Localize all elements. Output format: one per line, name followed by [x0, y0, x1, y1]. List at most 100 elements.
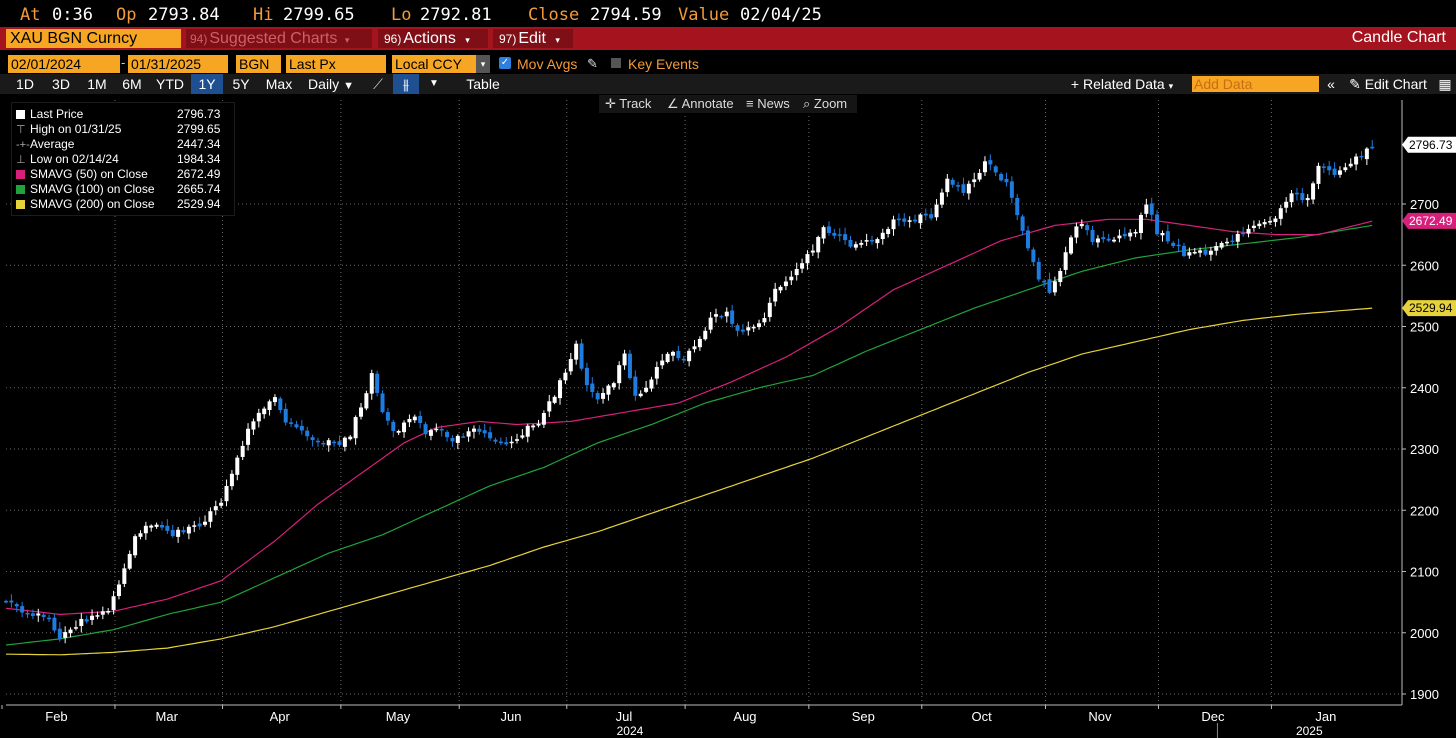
candle-body — [1208, 250, 1213, 255]
price-axis: 1900 2000 2100 2200 2300 2400 2500 2600 2700 — [1401, 100, 1439, 705]
grid-icon[interactable]: ▦ — [1438, 76, 1452, 92]
periodicity-selector[interactable]: Daily ▼ — [301, 74, 361, 94]
candle-body — [1337, 170, 1342, 175]
edit-button[interactable]: 97) Edit ▾ — [493, 29, 573, 48]
currency-selector[interactable]: Local CCY ▾ — [392, 55, 490, 73]
candle-body — [536, 423, 541, 426]
legend-sma50: SMAVG (50) on Close — [16, 167, 148, 182]
range-ytd[interactable]: YTD — [156, 76, 184, 92]
x-year-label: 2024 — [617, 724, 644, 738]
sma200-line — [6, 307, 1373, 656]
x-month-label: Nov — [1088, 709, 1112, 724]
price-chart[interactable]: 1900 2000 2100 2200 2300 2400 2500 2600 2700 Feb… — [0, 94, 1456, 738]
field-selector[interactable]: Last Px — [286, 55, 386, 73]
candle-body — [1004, 178, 1009, 183]
legend-label: Last Price — [30, 107, 84, 121]
candle-body — [627, 353, 632, 379]
pencil-icon[interactable]: ✎ — [587, 56, 598, 71]
range-1y[interactable]: 1Y — [191, 74, 223, 94]
edit-chart-button[interactable]: ✎ Edit Chart — [1344, 74, 1432, 94]
candle-body — [1122, 233, 1127, 237]
candle-body — [757, 323, 762, 328]
candle-body — [864, 240, 869, 242]
candle-body — [654, 367, 659, 379]
candle-body — [509, 441, 514, 444]
y-tick-label: 2600 — [1410, 258, 1439, 273]
end-date-field[interactable]: 01/31/2025 — [128, 55, 228, 73]
range-3d[interactable]: 3D — [52, 76, 70, 92]
candle-body — [224, 485, 229, 502]
suggested-charts-button[interactable]: 94) Suggested Charts ▾ — [186, 29, 372, 48]
mov-avgs-checkbox[interactable]: ✓ — [499, 57, 511, 69]
candle-body — [1305, 198, 1310, 201]
candle-body — [918, 214, 923, 224]
candle-body — [574, 343, 579, 360]
candle-body — [514, 439, 519, 441]
actions-button[interactable]: 96) Actions ▾ — [378, 29, 488, 48]
sma100-line — [5, 224, 1373, 646]
range-5y[interactable]: 5Y — [232, 76, 250, 92]
chart-style-dropdown-icon[interactable]: ▼ — [429, 78, 439, 89]
chart-type-title: Candle Chart — [1351, 29, 1446, 46]
candle-body — [547, 401, 552, 412]
ticker-field[interactable]: XAU BGN Curncy — [6, 29, 181, 48]
track-tool[interactable]: ✛ Track — [605, 96, 651, 112]
candle-body — [30, 613, 35, 616]
candle-body — [660, 360, 665, 366]
candle-body — [240, 445, 245, 457]
moving-average-lines — [5, 218, 1373, 656]
edit-number: 97) — [499, 32, 517, 46]
candle-body — [47, 617, 52, 620]
add-data-input[interactable]: Add Data — [1192, 76, 1319, 92]
annotate-tool[interactable]: ∠ Annotate — [667, 96, 734, 112]
start-date-field[interactable]: 02/01/2024 — [8, 55, 120, 73]
candle-body — [111, 596, 116, 611]
range-6m[interactable]: 6M — [122, 76, 142, 92]
collapse-icon[interactable]: « — [1327, 76, 1335, 92]
table-button[interactable]: Table — [466, 76, 500, 92]
key-events-checkbox[interactable] — [611, 58, 621, 68]
news-label: News — [757, 96, 790, 111]
candle-body — [1085, 225, 1090, 231]
legend-high: ⊤ High on 01/31/25 — [16, 122, 121, 137]
range-1m[interactable]: 1M — [87, 76, 107, 92]
candle-body — [568, 359, 573, 372]
mov-avgs-label[interactable]: Mov Avgs — [517, 56, 578, 72]
candle-body — [348, 436, 353, 440]
sma200-tag-shape — [1402, 300, 1456, 317]
candle-body — [1149, 203, 1154, 215]
candle-body — [1354, 156, 1359, 165]
candle-body — [493, 439, 498, 442]
candle-body — [1181, 245, 1186, 256]
key-events-label[interactable]: Key Events — [628, 56, 699, 72]
line-chart-icon[interactable]: ⟋ — [373, 76, 383, 92]
legend-label: SMAVG (100) on Close — [30, 182, 155, 196]
related-data-button[interactable]: + Related Data ▾ — [1063, 74, 1181, 94]
candle-body — [4, 600, 8, 603]
range-1d[interactable]: 1D — [16, 76, 34, 92]
candle-body — [638, 393, 643, 397]
candle-body — [1198, 250, 1203, 253]
legend-value: 2665.74 — [177, 182, 221, 196]
source-field[interactable]: BGN — [236, 55, 281, 73]
x-month-label: Dec — [1201, 709, 1225, 724]
candle-body — [870, 239, 875, 242]
candle-body — [730, 310, 735, 324]
low-label: Lo — [391, 5, 412, 25]
legend-value: 2796.73 — [177, 107, 221, 121]
news-tool[interactable]: ≡ News — [746, 96, 790, 111]
range-max[interactable]: Max — [265, 76, 293, 92]
y-tick-label: 2000 — [1410, 626, 1439, 641]
actions-number: 96) — [384, 32, 402, 46]
candle-body — [1321, 166, 1326, 168]
candle-body — [262, 408, 267, 415]
candle-chart-icon[interactable]: ⫵ — [393, 74, 419, 94]
candle-body — [342, 437, 347, 447]
candle-body — [826, 226, 831, 234]
candle-body — [601, 393, 606, 399]
candle-body — [52, 617, 57, 631]
candle-body — [272, 397, 277, 403]
candle-body — [993, 166, 998, 173]
sma50-tag: 2672.49 — [1409, 214, 1453, 228]
zoom-tool[interactable]: ⌕ Zoom — [803, 96, 847, 112]
